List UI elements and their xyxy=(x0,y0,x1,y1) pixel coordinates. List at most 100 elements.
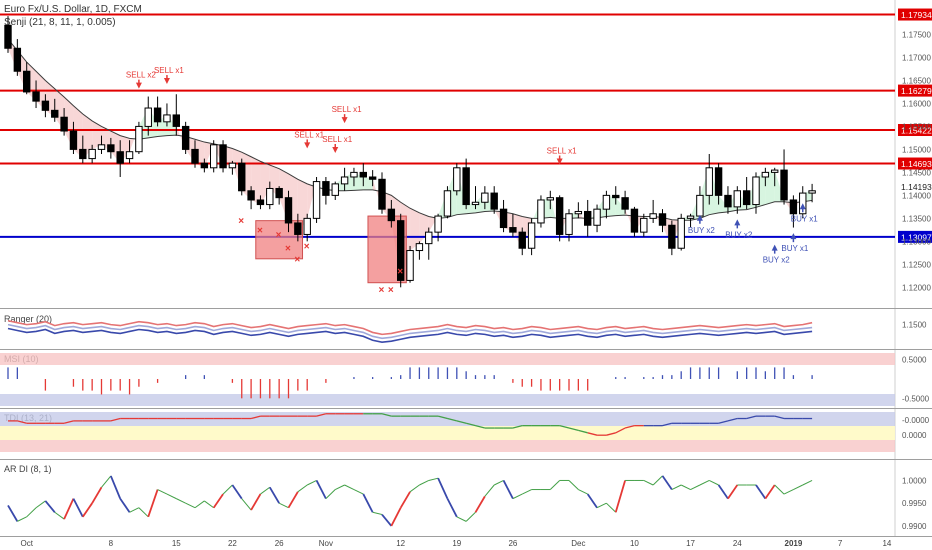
senji-cloud xyxy=(410,208,420,251)
candle-up xyxy=(415,243,424,252)
tdi-line-segment xyxy=(662,422,673,427)
ardi-line-segment xyxy=(91,486,103,504)
tdi-line-segment xyxy=(250,415,261,420)
tdi-line-segment xyxy=(447,417,457,422)
candle-up xyxy=(481,192,489,203)
ardi-line-segment xyxy=(325,489,336,499)
senji-cloud xyxy=(82,114,93,159)
candle-up xyxy=(649,213,657,219)
sell-arrow-icon xyxy=(341,117,348,124)
candle-down xyxy=(630,208,639,233)
sell-arrow-icon xyxy=(135,82,142,89)
candle-down xyxy=(490,192,498,210)
ardi-line-segment xyxy=(222,484,233,495)
candle-down xyxy=(172,114,181,127)
candle-down xyxy=(387,208,396,222)
ardi-line-segment xyxy=(297,484,308,493)
tdi-line-segment xyxy=(774,415,785,420)
ardi-line-segment xyxy=(793,484,803,490)
ardi-line-segment xyxy=(493,480,504,486)
ardi-line-segment xyxy=(166,493,177,500)
candle-up xyxy=(331,183,339,196)
time-tick-label: 12 xyxy=(396,539,405,548)
ardi-line-segment xyxy=(709,480,719,486)
candle-up xyxy=(640,217,648,233)
buy-arrow-icon xyxy=(790,233,797,240)
ardi-line-segment xyxy=(119,498,131,513)
candle-up xyxy=(565,213,573,235)
ardi-line-segment xyxy=(764,484,776,500)
candle-up xyxy=(761,171,770,178)
candle-down xyxy=(462,167,470,206)
ardi-line-segment xyxy=(606,502,617,513)
ardi-line-segment xyxy=(147,489,159,518)
ardi-line-segment xyxy=(774,484,785,495)
candle-up xyxy=(88,148,96,160)
candle-down xyxy=(51,109,59,118)
cross-marker: × xyxy=(379,285,385,296)
tdi-mid-band xyxy=(0,426,895,440)
candle-down xyxy=(181,125,190,150)
ranger-series-line xyxy=(7,327,813,343)
tdi-tick-label: 0.0000 xyxy=(902,431,927,440)
candle-up xyxy=(696,194,704,217)
tdi-line-segment xyxy=(437,415,448,420)
price-tag xyxy=(898,124,932,137)
cross-marker: × xyxy=(238,216,244,227)
ranger-series-line xyxy=(7,319,813,336)
candle-down xyxy=(397,220,405,281)
time-tick-label: Oct xyxy=(20,539,33,548)
candle-up xyxy=(303,217,311,235)
candle-up xyxy=(527,222,536,249)
ardi-line-segment xyxy=(717,484,729,500)
candle-down xyxy=(499,208,508,229)
tdi-line-segment xyxy=(456,420,467,424)
senji-cloud xyxy=(466,202,476,214)
price-tag xyxy=(898,8,932,21)
candle-down xyxy=(294,222,302,235)
time-tick-label: 26 xyxy=(508,539,517,548)
ardi-line-segment xyxy=(456,516,467,522)
ardi-line-segment xyxy=(690,484,701,490)
candle-down xyxy=(79,148,87,160)
ardi-line-segment xyxy=(54,511,65,520)
senji-cloud xyxy=(765,170,775,205)
candle-up xyxy=(228,162,237,169)
candle-down xyxy=(32,91,40,102)
senji-cloud xyxy=(550,197,560,235)
tdi-line-segment xyxy=(465,422,476,427)
ardi-line-segment xyxy=(549,480,560,490)
buy-arrow-icon xyxy=(771,244,778,251)
tdi-line-segment xyxy=(587,432,598,436)
sell-arrow-icon xyxy=(556,158,563,165)
ardi-tick-label: 1.0000 xyxy=(902,476,927,485)
candle-up xyxy=(406,250,414,281)
candle-down xyxy=(518,231,526,249)
price-tag-label: 1.16279 xyxy=(901,86,932,96)
msi-tick-label: 0.5000 xyxy=(902,356,927,365)
price-tick-label: 1.12000 xyxy=(902,283,931,292)
last-price-tag xyxy=(898,180,932,193)
price-tick-label: 1.14500 xyxy=(902,168,931,177)
candle-down xyxy=(668,224,676,249)
candle-up xyxy=(312,181,321,219)
time-tick-label: 15 xyxy=(172,539,181,548)
time-tick-label: 24 xyxy=(733,539,742,548)
ardi-line-segment xyxy=(409,484,420,493)
time-tick-label: 14 xyxy=(882,539,891,548)
ardi-line-segment xyxy=(353,489,364,495)
ardi-tick-label: 0.9950 xyxy=(902,499,927,508)
time-tick-label: 22 xyxy=(228,539,237,548)
senji-cloud xyxy=(718,195,728,213)
price-tag-label: 1.17934 xyxy=(901,10,932,20)
ardi-line-segment xyxy=(260,486,271,495)
ardi-line-segment xyxy=(82,502,93,518)
cross-marker: × xyxy=(294,254,300,265)
ardi-line-segment xyxy=(399,491,411,509)
price-tick-label: 1.17000 xyxy=(902,53,931,62)
sell-signal-label: SELL x1 xyxy=(332,105,362,114)
candle-down xyxy=(200,162,209,169)
candle-down xyxy=(60,116,68,132)
ardi-tick-label: 0.9900 xyxy=(902,522,927,531)
ardi-line-segment xyxy=(419,480,429,486)
